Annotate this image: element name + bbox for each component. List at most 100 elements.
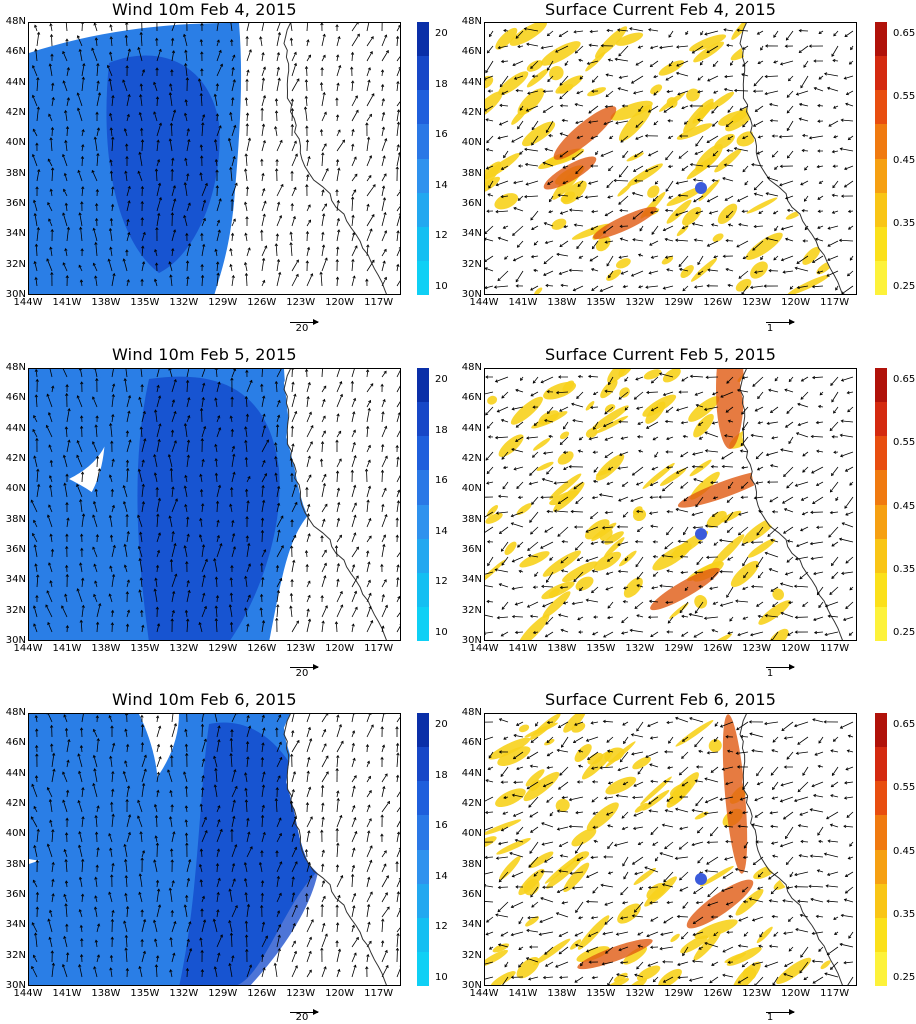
vector-arrow: [751, 163, 764, 167]
vector-arrow: [634, 540, 644, 544]
vector-arrow: [591, 780, 599, 784]
longitude-tick-label: 138W: [91, 643, 121, 654]
vector-arrow: [812, 976, 824, 984]
vector-arrow: [366, 383, 374, 393]
vector-arrow: [757, 614, 764, 618]
vector-arrow: [395, 444, 399, 453]
vector-arrow: [140, 369, 143, 378]
current-speed-shading: [742, 967, 757, 981]
vector-arrow: [141, 69, 146, 77]
vector-arrow: [535, 721, 539, 727]
vector-arrow: [260, 850, 264, 858]
vector-arrow: [786, 120, 794, 132]
vector-arrow: [741, 209, 749, 213]
vector-arrow: [538, 931, 554, 936]
vector-arrow: [738, 916, 749, 922]
vector-arrow: [485, 585, 494, 588]
vector-arrow: [517, 164, 524, 168]
vector-arrow: [574, 943, 584, 948]
vector-arrow: [32, 428, 38, 438]
wind-field: [29, 714, 400, 985]
vector-arrow: [275, 850, 279, 858]
vector-arrow: [710, 223, 719, 227]
vector-arrow: [652, 571, 659, 577]
vector-arrow: [46, 514, 53, 528]
vector-arrow: [754, 406, 764, 412]
vector-arrow: [502, 811, 509, 815]
vector-arrow: [682, 946, 689, 957]
vector-arrow: [823, 72, 839, 77]
vector-arrow: [758, 210, 764, 214]
vector-arrow: [244, 153, 248, 167]
vector-arrow: [575, 811, 584, 815]
vector-arrow: [661, 883, 674, 888]
colorbar-segment: [417, 849, 429, 884]
vector-arrow: [713, 541, 719, 546]
vector-arrow: [291, 501, 298, 513]
vector-arrow: [351, 214, 355, 227]
vector-arrow: [321, 620, 325, 633]
vector-arrow: [817, 404, 824, 409]
vector-arrow: [140, 127, 144, 137]
coastline: [739, 23, 843, 294]
vector-arrow: [200, 263, 204, 272]
latitude-tick-label: 40N: [5, 483, 26, 495]
vector-arrow: [573, 30, 584, 34]
vector-arrow: [604, 389, 614, 393]
vector-arrow: [712, 150, 719, 157]
vector-arrow: [215, 862, 220, 873]
vector-arrow: [603, 855, 614, 859]
vector-arrow: [588, 436, 599, 441]
vector-arrow: [847, 406, 854, 413]
vector-arrow: [765, 237, 779, 242]
vector-arrow: [607, 871, 614, 875]
vector-arrow: [691, 959, 704, 963]
colorbar-tick-label: 0.25: [893, 281, 916, 292]
colorbar-segment: [875, 436, 887, 471]
vector-arrow: [156, 623, 161, 633]
vector-arrow: [501, 451, 509, 460]
vector-arrow: [546, 796, 554, 803]
vector-arrow: [156, 756, 162, 768]
vector-arrow: [828, 526, 839, 538]
vector-arrow: [243, 201, 248, 212]
vector-arrow: [617, 28, 629, 32]
vector-arrow: [846, 811, 854, 818]
current-speed-core: [543, 156, 597, 190]
vector-arrow: [678, 795, 689, 799]
vector-arrow: [201, 816, 207, 828]
current-speed-shading: [642, 462, 675, 489]
vector-arrow: [170, 618, 174, 633]
vector-arrow: [636, 584, 644, 588]
vector-arrow: [703, 811, 719, 816]
vector-arrow: [727, 135, 734, 140]
vector-arrow: [291, 922, 296, 933]
vector-arrow: [215, 500, 220, 513]
longitude-tick-label: 123W: [742, 643, 772, 654]
vector-arrow: [488, 30, 494, 38]
vector-arrow: [109, 159, 113, 167]
vector-arrow: [321, 189, 325, 197]
vector-arrow: [261, 139, 266, 152]
vector-arrow: [637, 944, 644, 948]
vector-arrow: [366, 23, 370, 32]
vector-arrow: [138, 396, 143, 408]
vector-arrow: [243, 877, 248, 888]
vector-arrow: [511, 871, 524, 878]
current-speed-shading: [717, 203, 738, 225]
vector-arrow: [528, 796, 539, 808]
latitude-tick-label: 44N: [5, 422, 26, 434]
vector-arrow: [558, 270, 569, 276]
vector-arrow: [786, 90, 794, 98]
current-speed-shading: [553, 482, 585, 512]
vector-arrow: [306, 39, 310, 47]
vector-arrow: [778, 135, 794, 139]
current-speed-shading: [543, 381, 577, 400]
vector-arrow: [559, 210, 569, 215]
vector-arrow: [201, 425, 207, 438]
vector-arrow: [381, 918, 385, 933]
vector-arrow: [46, 787, 53, 798]
vector-arrow: [92, 262, 98, 272]
vector-arrow: [663, 916, 674, 924]
vector-arrow: [381, 49, 389, 62]
